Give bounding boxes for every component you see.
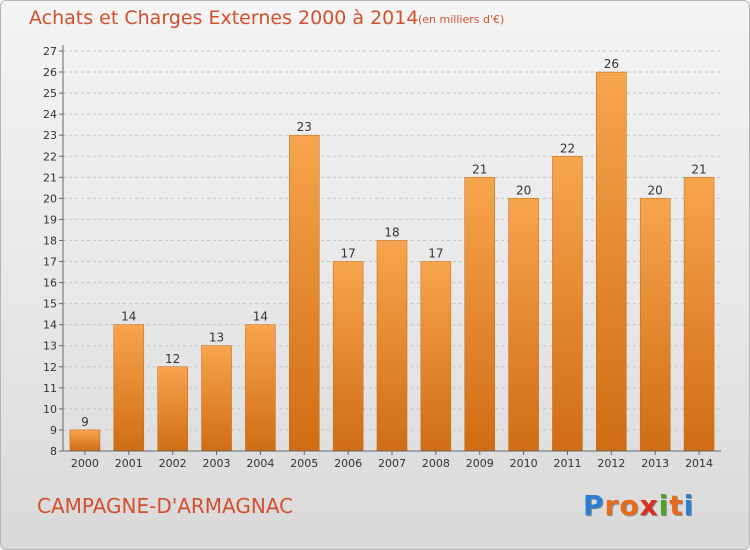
logo-letter: r: [604, 489, 620, 522]
bar: [683, 177, 715, 452]
bar-value-label: 18: [384, 225, 399, 239]
y-tick-label: 9: [50, 424, 57, 437]
chart-unit: (en milliers d'€): [418, 13, 505, 26]
bar: [376, 240, 408, 452]
bar: [69, 429, 101, 452]
x-tick-label: 2001: [115, 457, 143, 470]
bar-value-label: 12: [165, 352, 180, 366]
y-tick-label: 10: [43, 403, 57, 416]
bar: [157, 366, 188, 452]
y-tick-label: 25: [43, 87, 57, 100]
bar-value-label: 14: [121, 310, 136, 324]
y-tick-label: 15: [43, 298, 57, 311]
y-tick-label: 13: [43, 340, 57, 353]
logo-letter: P: [583, 489, 605, 522]
y-tick-label: 16: [43, 277, 57, 290]
bar: [420, 261, 452, 452]
logo-letter: o: [619, 489, 640, 522]
bar-value-label: 9: [81, 415, 89, 429]
y-tick-label: 18: [43, 234, 57, 247]
x-tick-label: 2002: [159, 457, 187, 470]
y-tick-label: 26: [43, 66, 57, 79]
bar: [508, 198, 539, 452]
bar-value-label: 21: [691, 162, 706, 176]
bar-value-label: 22: [560, 141, 575, 155]
y-tick-label: 19: [43, 213, 57, 226]
bar: [639, 198, 671, 452]
x-tick-label: 2013: [641, 457, 669, 470]
x-tick-label: 2014: [685, 457, 713, 470]
bar: [245, 324, 276, 452]
bar-value-label: 20: [516, 183, 531, 197]
y-tick-label: 22: [43, 150, 57, 163]
logo-letter: i: [683, 489, 695, 522]
bar-value-label: 23: [297, 120, 312, 134]
x-tick-label: 2012: [597, 457, 625, 470]
x-tick-label: 2000: [71, 457, 99, 470]
bar: [201, 345, 232, 452]
x-tick-label: 2009: [466, 457, 494, 470]
chart-title: Achats et Charges Externes 2000 à 2014: [29, 7, 419, 29]
y-tick-label: 21: [43, 171, 57, 184]
x-tick-label: 2010: [510, 457, 538, 470]
bar-value-label: 13: [209, 331, 224, 345]
bar-value-label: 20: [648, 183, 663, 197]
x-tick-label: 2004: [246, 457, 274, 470]
proxiti-logo: Proxiti: [583, 489, 694, 522]
commune-name: CAMPAGNE-D'ARMAGNAC: [37, 494, 294, 518]
axes: 8 9 10 11 12 13 14 15 16 17 18 19 20 21 22 23 24 25 26 27 20…: [43, 45, 721, 470]
y-tick-label: 27: [43, 45, 57, 58]
logo-letter: t: [669, 489, 684, 522]
bar: [596, 71, 627, 452]
bar-value-label: 26: [604, 57, 619, 71]
logo-letter: x: [639, 489, 659, 522]
x-tick-label: 2008: [422, 457, 450, 470]
y-tick-label: 11: [43, 382, 57, 395]
bar: [113, 324, 145, 452]
bar-value-label: 17: [340, 247, 355, 261]
bar: [332, 261, 364, 452]
x-tick-label: 2011: [553, 457, 581, 470]
logo-letter: i: [658, 489, 670, 522]
bar-value-label: 17: [428, 247, 443, 261]
y-tick-label: 8: [50, 445, 57, 458]
y-tick-label: 17: [43, 256, 57, 269]
bar-value-label: 14: [253, 310, 268, 324]
bars: 9 14 12 13 14 23 17 18 17 21 20 22 26 20 21: [69, 57, 715, 452]
bar: [289, 134, 320, 452]
x-tick-label: 2007: [378, 457, 406, 470]
y-tick-label: 20: [43, 192, 57, 205]
y-tick-label: 24: [43, 108, 57, 121]
x-tick-label: 2005: [290, 457, 318, 470]
y-tick-label: 23: [43, 129, 57, 142]
bar: [464, 177, 495, 452]
x-tick-label: 2006: [334, 457, 362, 470]
y-tick-label: 14: [43, 319, 57, 332]
y-tick-label: 12: [43, 361, 57, 374]
x-tick-label: 2003: [203, 457, 231, 470]
bar-value-label: 21: [472, 162, 487, 176]
bar: [552, 156, 583, 452]
